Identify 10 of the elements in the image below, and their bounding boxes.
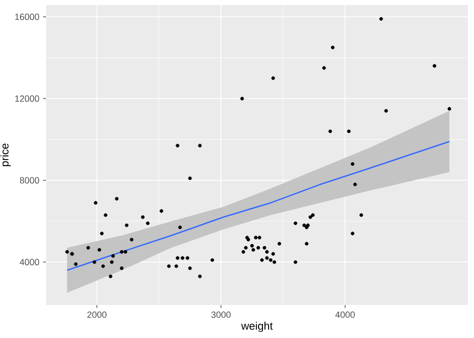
x-tick-label: 4000 (335, 312, 355, 318)
y-axis-title: price (0, 144, 11, 166)
y-tick-label: 12000 (15, 95, 40, 102)
x-tick-label: 2000 (87, 312, 107, 318)
x-tick-label: 3000 (211, 312, 231, 318)
line-series (66, 140, 450, 271)
y-tick-label: 4000 (20, 258, 40, 266)
x-axis-title: weight (241, 322, 273, 332)
y-tick-label: 16000 (15, 14, 40, 20)
y-tick-label: 8000 (20, 177, 40, 184)
